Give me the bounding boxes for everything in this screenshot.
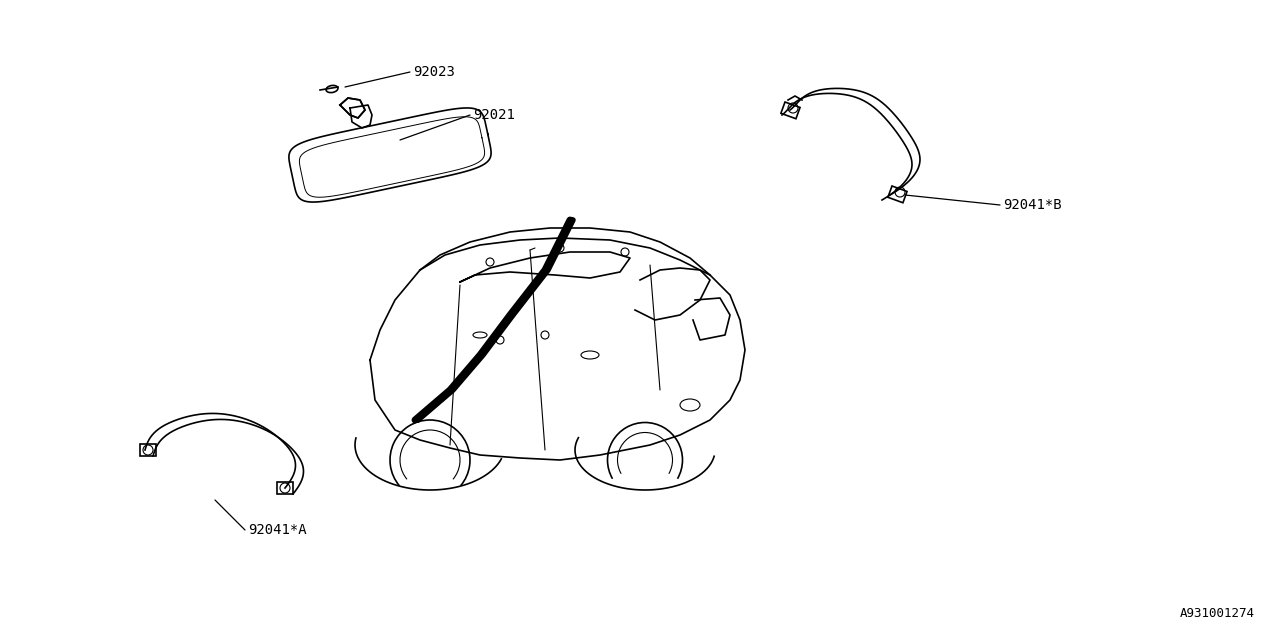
Text: A931001274: A931001274	[1180, 607, 1254, 620]
Text: 92041*B: 92041*B	[1004, 198, 1061, 212]
Bar	[140, 444, 156, 456]
Bar	[276, 482, 293, 494]
Text: 92021: 92021	[474, 108, 515, 122]
Bar	[888, 186, 908, 203]
Bar	[781, 102, 800, 119]
Text: 92023: 92023	[413, 65, 454, 79]
Text: 92041*A: 92041*A	[248, 523, 307, 537]
